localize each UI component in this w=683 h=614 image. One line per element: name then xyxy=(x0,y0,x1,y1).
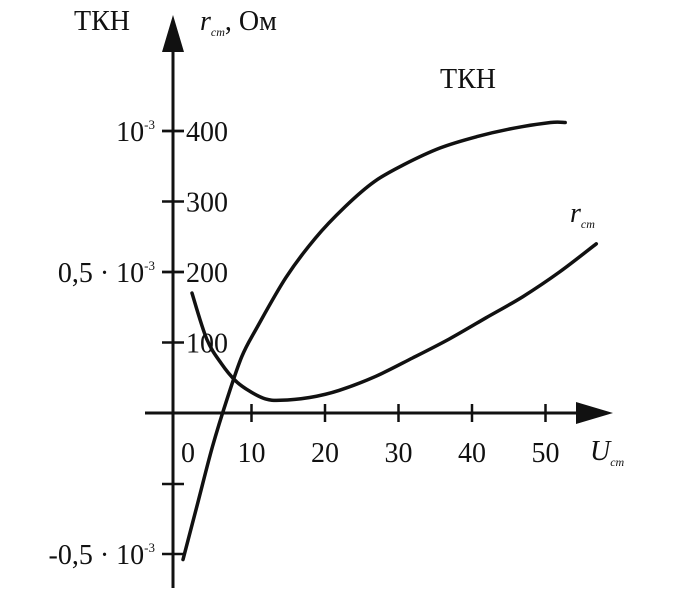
svg-text:rст, Ом: rст, Ом xyxy=(200,6,277,39)
left-axis-title: ТКН xyxy=(74,6,130,37)
x-axis-ticks: 0 10 20 30 40 50 xyxy=(181,404,560,469)
left-axis-ticks: 10-3 0,5 · 10-3 -0,5 · 10-3 xyxy=(49,117,184,571)
svg-text:rст: rст xyxy=(570,198,595,231)
series-lines xyxy=(181,120,599,562)
series-label-r: rст xyxy=(570,198,595,231)
svg-text:Uст: Uст xyxy=(590,436,625,469)
x-tick-label: 20 xyxy=(311,438,339,469)
x-tick-label: 50 xyxy=(532,438,560,469)
x-tick-label: 30 xyxy=(385,438,413,469)
series-line-r xyxy=(190,242,599,403)
x-tick-label: 40 xyxy=(458,438,486,469)
series-line-tkn xyxy=(181,120,567,562)
right-axis-ticks: 100 200 300 400 xyxy=(162,117,228,360)
x-axis-arrow xyxy=(576,402,613,424)
t-tick-label: 10-3 xyxy=(116,117,155,148)
x-tick-label: 0 xyxy=(181,438,195,469)
r-tick-label: 100 xyxy=(186,329,228,360)
r-tick-label: 400 xyxy=(186,117,228,148)
t-tick-label: 0,5 · 10-3 xyxy=(58,258,155,289)
r-tick-label: 200 xyxy=(186,258,228,289)
x-tick-label: 10 xyxy=(238,438,266,469)
series-label-tkn: ТКН xyxy=(440,64,496,95)
x-axis-title: Uст xyxy=(590,436,625,469)
t-tick-label: -0,5 · 10-3 xyxy=(49,540,156,571)
r-tick-label: 300 xyxy=(186,188,228,219)
right-axis-title: rст, Ом xyxy=(200,6,277,39)
y-axis-arrow xyxy=(162,15,184,52)
